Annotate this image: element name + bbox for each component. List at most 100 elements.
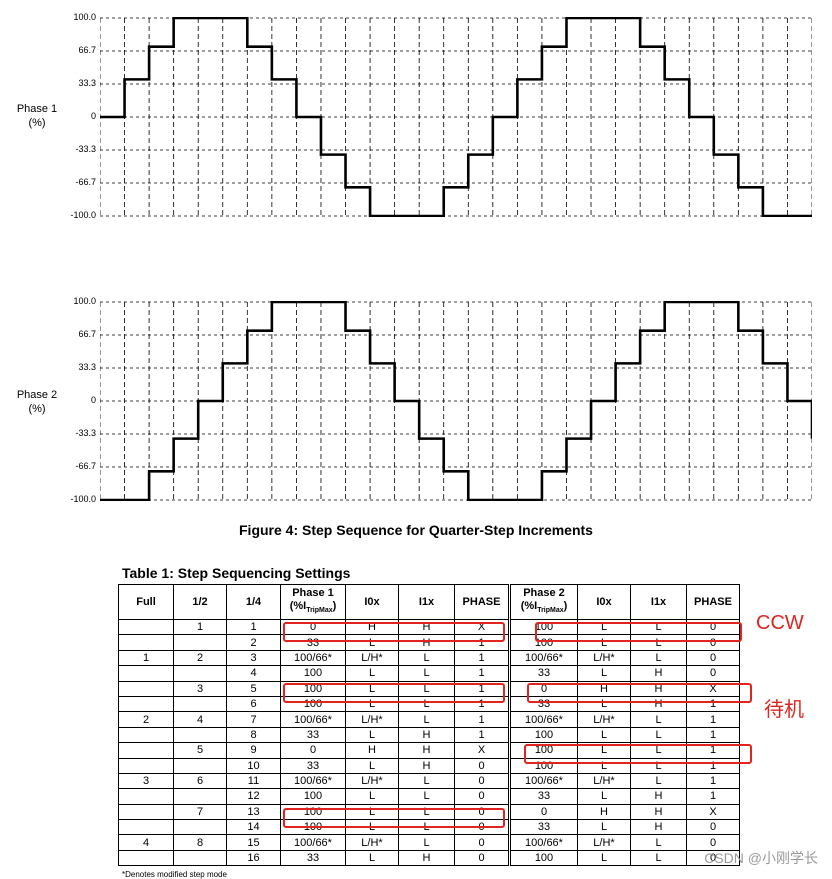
y-tick-label: -100.0	[70, 210, 96, 220]
phase2-label-line1: Phase 2	[16, 389, 58, 401]
table-cell: 2	[118, 711, 174, 728]
y-tick-label: -33.3	[75, 143, 96, 154]
table-cell: L	[398, 772, 455, 790]
col-phase1: Phase 1 (%ITripMax)	[280, 584, 346, 620]
table-cell: H	[398, 742, 455, 759]
table-cell: X	[686, 803, 740, 821]
table-cell: 5	[226, 680, 281, 697]
table-cell: 6	[226, 695, 281, 713]
table-cell: L/H*	[345, 834, 399, 851]
table-cell: 1	[118, 649, 174, 667]
table-cell: 0	[508, 803, 578, 821]
table-cell: 2	[173, 649, 227, 667]
table-cell: L	[345, 665, 399, 682]
phase2-sub: TripMax	[537, 607, 564, 615]
table-cell: 100/66*	[508, 772, 578, 790]
col-phase-1: PHASE	[454, 584, 510, 620]
table-cell: L	[630, 711, 687, 728]
table-cell: 1	[686, 788, 740, 805]
table-cell: L/H*	[345, 649, 399, 667]
table-cell	[173, 819, 227, 836]
table-cell: 100/66*	[280, 711, 346, 728]
table-cell: 3	[118, 772, 174, 790]
table-row: 14 100 L L 0 33 L H 0	[118, 819, 740, 836]
table-cell: 1	[226, 618, 281, 636]
table-cell	[118, 819, 174, 836]
table-cell: 15	[226, 834, 281, 851]
table-cell: 0	[454, 849, 510, 867]
table-cell: X	[454, 742, 510, 759]
table-cell: L	[630, 726, 687, 744]
table-cell: 4	[118, 834, 174, 851]
table-cell	[118, 742, 174, 759]
table-row: 4 100 L L 1 33 L H 0	[118, 665, 740, 682]
table-cell	[118, 695, 174, 713]
table-cell: 100	[508, 726, 578, 744]
step-waveform	[100, 301, 812, 501]
col-quarter: 1/4	[226, 584, 281, 620]
table-cell	[173, 788, 227, 805]
table-cell: L/H*	[577, 834, 631, 851]
table-cell: L	[630, 849, 687, 867]
phase1-sub: TripMax	[306, 607, 333, 615]
table-cell: 13	[226, 803, 281, 821]
table-row: 2 4 7 100/66* L/H* L 1 100/66* L/H* L 1	[118, 711, 740, 728]
table-cell: L	[577, 819, 631, 836]
table-cell	[173, 634, 227, 651]
table-row: 12 100 L L 0 33 L H 1	[118, 788, 740, 805]
table-row: 3 6 11 100/66* L/H* L 0 100/66* L/H* L 1	[118, 772, 740, 790]
phase2-sub-header: (%ITripMax)	[511, 600, 577, 617]
table-cell: 33	[508, 788, 578, 805]
y-tick-label: 66.7	[78, 44, 96, 55]
table-cell: 1	[686, 726, 740, 744]
table-cell	[173, 849, 227, 867]
table-row: 1 2 3 100/66* L/H* L 1 100/66* L/H* L 0	[118, 649, 740, 667]
table-cell: 8	[173, 834, 227, 851]
table-cell	[118, 726, 174, 744]
highlight-row5-phase1	[283, 683, 505, 703]
table-cell: H	[630, 665, 687, 682]
table-cell: L	[345, 726, 399, 744]
table-cell: H	[398, 757, 455, 774]
table-cell: L	[345, 849, 399, 867]
phase1-sub-prefix: (%I	[289, 599, 307, 612]
table-cell: 7	[173, 803, 227, 821]
phase1-sub-suffix: )	[332, 599, 337, 612]
figure-caption: Figure 4: Step Sequence for Quarter-Step…	[239, 522, 593, 538]
table-cell: L/H*	[577, 772, 631, 790]
table-row: 4 8 15 100/66* L/H* L 0 100/66* L/H* L 0	[118, 834, 740, 851]
phase1-axis-label: Phase 1 (%)	[8, 102, 66, 130]
table-cell: 7	[226, 711, 281, 728]
table-cell: L	[630, 772, 687, 790]
phase2-sub-prefix: (%I	[520, 599, 538, 612]
table-cell	[118, 757, 174, 774]
table-cell	[173, 695, 227, 713]
table-cell: 8	[226, 726, 281, 744]
phase2-header: Phase 2	[523, 586, 565, 599]
y-tick-label: 0	[90, 395, 96, 405]
table-cell: 1	[454, 649, 510, 667]
table-cell	[173, 665, 227, 682]
table-cell: L/H*	[345, 711, 399, 728]
table-cell	[173, 726, 227, 744]
table-cell: H	[398, 726, 455, 744]
highlight-row9-phase2	[524, 744, 752, 764]
table-cell: 100	[280, 788, 346, 805]
table-cell: 33	[280, 726, 346, 744]
table-cell: 9	[226, 742, 281, 759]
y-tick-label: -100.0	[70, 494, 96, 504]
table-cell: 3	[226, 649, 281, 667]
table-row: 10 33 L H 0 100 L L 1	[118, 757, 740, 774]
table-cell: H	[630, 788, 687, 805]
col-i1x-1: I1x	[398, 584, 455, 620]
table-cell: 6	[173, 772, 227, 790]
table-cell: L/H*	[577, 649, 631, 667]
table-cell: L	[577, 665, 631, 682]
table-cell: 1	[173, 618, 227, 636]
table-row: 16 33 L H 0 100 L L 0	[118, 849, 740, 867]
table-cell: 16	[226, 849, 281, 867]
table-cell: 33	[508, 665, 578, 682]
table-cell: 100/66*	[508, 711, 578, 728]
table-cell: 33	[280, 757, 346, 774]
table-cell: 100/66*	[280, 772, 346, 790]
